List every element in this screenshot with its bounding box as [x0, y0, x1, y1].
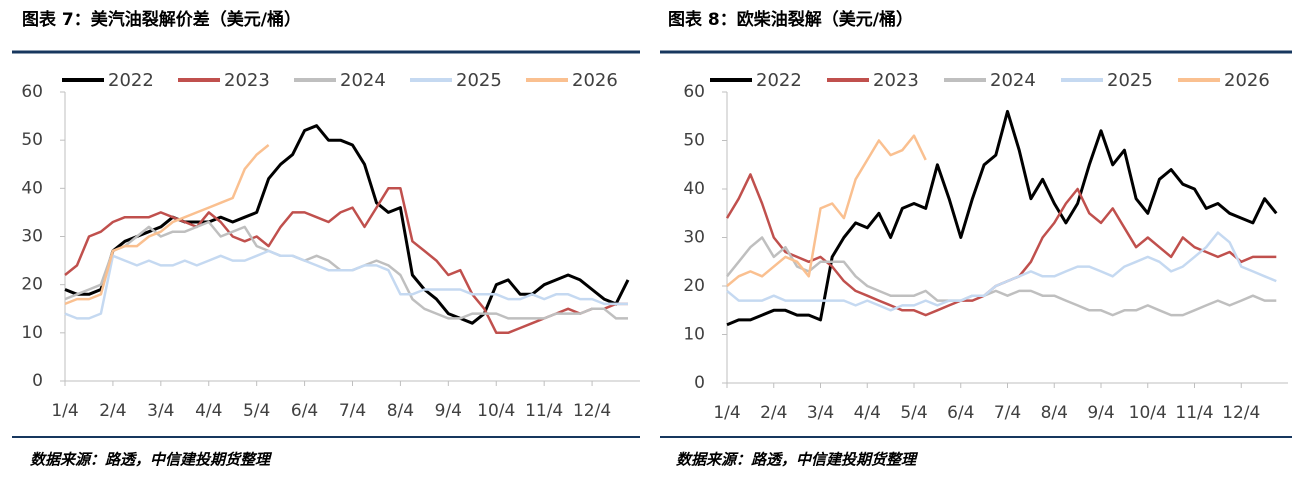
legend-label: 2025 [456, 70, 502, 91]
x-tick-label: 6/4 [291, 401, 318, 421]
x-tick-label: 11/4 [1175, 403, 1213, 423]
y-tick-label: 60 [21, 82, 43, 102]
legend-label: 2026 [572, 70, 618, 91]
x-tick-label: 2/4 [99, 401, 126, 421]
series-line [726, 231, 1277, 312]
x-tick-label: 4/4 [195, 401, 222, 421]
series-line [726, 236, 1277, 317]
legend-label: 2026 [1224, 70, 1270, 91]
source-note: 数据来源：路透，中信建投期货整理 [676, 451, 919, 469]
x-tick-label: 5/4 [243, 401, 270, 421]
chart-title: 图表 8：欧柴油裂解（美元/桶） [668, 9, 913, 30]
x-tick-label: 4/4 [854, 403, 881, 423]
x-tick-label: 3/4 [147, 401, 174, 421]
y-tick-label: 40 [21, 178, 43, 198]
x-tick-label: 10/4 [1129, 403, 1167, 423]
y-tick-label: 10 [683, 325, 705, 345]
legend-label: 2024 [340, 70, 386, 91]
x-tick-label: 7/4 [994, 403, 1021, 423]
y-tick-label: 30 [21, 227, 43, 247]
series-line [726, 134, 927, 287]
x-tick-label: 10/4 [477, 401, 515, 421]
x-tick-label: 11/4 [525, 401, 563, 421]
y-tick-label: 0 [694, 373, 705, 393]
x-tick-label: 3/4 [807, 403, 834, 423]
legend-label: 2024 [990, 70, 1036, 91]
x-tick-label: 2/4 [760, 403, 787, 423]
y-tick-label: 40 [683, 179, 705, 199]
y-tick-label: 0 [32, 371, 43, 391]
series-line [64, 187, 628, 335]
legend-label: 2023 [873, 70, 919, 91]
series-line [726, 109, 1278, 327]
source-note: 数据来源：路透，中信建投期货整理 [30, 451, 273, 469]
y-tick-label: 30 [683, 228, 705, 248]
legend-label: 2023 [224, 70, 270, 91]
x-tick-label: 1/4 [713, 403, 740, 423]
legend-label: 2025 [1107, 70, 1153, 91]
y-tick-label: 50 [683, 131, 705, 151]
x-tick-label: 8/4 [387, 401, 414, 421]
x-tick-label: 9/4 [1087, 403, 1114, 423]
x-tick-label: 1/4 [51, 401, 78, 421]
y-tick-label: 60 [683, 82, 705, 102]
chart-title: 图表 7：美汽油裂解价差（美元/桶） [22, 9, 301, 30]
x-tick-label: 12/4 [1222, 403, 1260, 423]
legend-label: 2022 [108, 70, 154, 91]
series-line [64, 144, 270, 306]
x-tick-label: 9/4 [435, 401, 462, 421]
x-tick-label: 7/4 [339, 401, 366, 421]
y-tick-label: 10 [21, 323, 43, 343]
y-tick-label: 50 [21, 130, 43, 150]
series-line [64, 249, 628, 320]
legend-label: 2022 [756, 70, 802, 91]
x-tick-label: 12/4 [573, 401, 611, 421]
y-tick-label: 20 [683, 276, 705, 296]
x-tick-label: 6/4 [947, 403, 974, 423]
series-line [64, 124, 630, 325]
y-tick-label: 20 [21, 275, 43, 295]
x-tick-label: 5/4 [900, 403, 927, 423]
x-tick-label: 8/4 [1041, 403, 1068, 423]
